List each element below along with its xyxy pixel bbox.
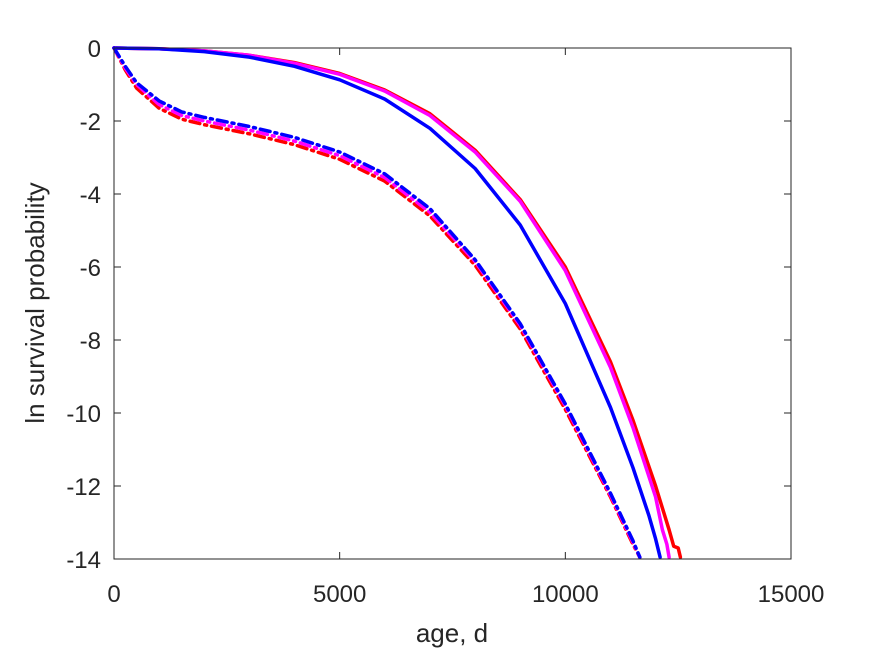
x-tick-label: 5000: [313, 581, 366, 608]
y-tick-label: -12: [66, 474, 101, 501]
tick-layer: 0 5000 10000 15000 0 -2 -4 -6 -8 -10 -12 -14: [66, 36, 824, 608]
x-tick-label: 15000: [758, 581, 825, 608]
y-axis-label: ln survival probability: [20, 182, 50, 423]
series-line-3: [112, 46, 662, 559]
y-tick-label: -6: [80, 255, 101, 282]
y-tick-label: 0: [88, 36, 101, 63]
x-tick-label: 0: [107, 581, 120, 608]
y-tick-label: -4: [80, 182, 101, 209]
x-tick-label: 10000: [532, 581, 599, 608]
y-tick-label: -14: [66, 547, 101, 574]
series-layer: [112, 46, 683, 559]
x-axis-label: age, d: [416, 618, 488, 648]
y-tick-label: -8: [80, 328, 101, 355]
series-line-6: [112, 46, 642, 559]
y-tick-label: -2: [80, 109, 101, 136]
y-tick-label: -10: [66, 401, 101, 428]
axes-box: [113, 47, 792, 560]
